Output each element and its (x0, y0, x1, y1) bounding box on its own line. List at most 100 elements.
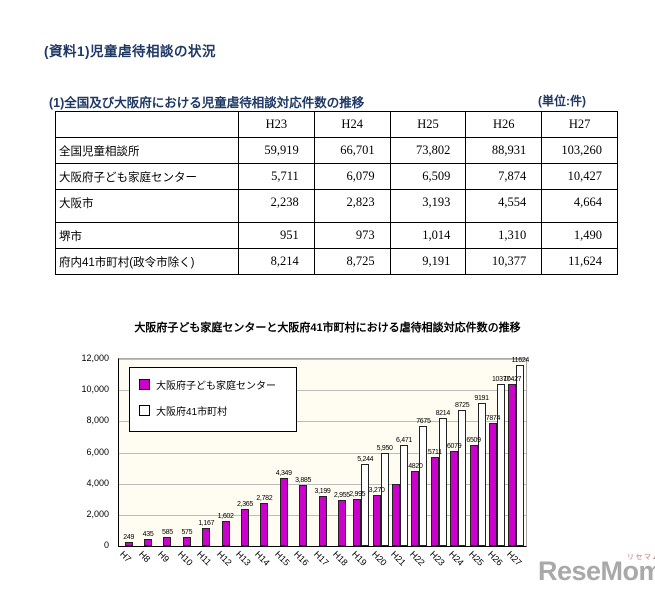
bar-center (353, 499, 362, 546)
bar-center (469, 444, 478, 546)
bar-center (163, 536, 172, 546)
bar-label: 5711 (427, 449, 442, 457)
bar-municipalities (458, 410, 467, 546)
bar-center (124, 542, 133, 546)
bar-municipalities (419, 426, 428, 546)
table-header-row: H23 H24 H25 H26 H27 (55, 111, 618, 138)
bar-label: 10427 (503, 375, 522, 383)
bar-label: 3,885 (295, 477, 312, 485)
chart-title: 大阪府子ども家庭センターと大阪府41市町村における虐待相談対応件数の推移 (134, 322, 521, 334)
row-label: 堺市 (55, 222, 239, 249)
unit-note: (単位:件) (538, 94, 586, 108)
table-corner-cell (55, 111, 239, 138)
y-tick-label: 4,000 (86, 477, 109, 488)
cell-value: 951 (238, 222, 315, 249)
cell-value: 88,931 (465, 137, 543, 164)
bar-label: 8725 (454, 402, 470, 410)
column-header: H24 (313, 111, 391, 138)
x-tick-label: H7 (117, 549, 133, 565)
x-tick-label: H12 (214, 549, 234, 568)
cell-value: 5,711 (238, 163, 315, 190)
legend-entry-center: 大阪府子ども家庭センター (139, 377, 287, 392)
bar-municipalities (438, 418, 447, 546)
bar-chart: 大阪府子ども家庭センターと大阪府41市町村における虐待相談対応件数の推移 0 2,… (0, 312, 655, 602)
page-title: (資料1)児童虐待相談の状況 (44, 44, 216, 59)
bar-label: 249 (123, 534, 135, 542)
bar-label: 435 (142, 531, 154, 539)
bar-center (411, 470, 420, 546)
bar-label: 4,349 (275, 470, 292, 478)
x-tick-label: H25 (466, 549, 486, 568)
bar-label: 585 (162, 528, 173, 536)
bar-label: 2,782 (256, 494, 273, 502)
cell-value: 1,310 (465, 222, 543, 249)
resemom-watermark: ReseMom リセマム (538, 554, 655, 587)
bar-label: 2,365 (236, 501, 253, 509)
chart-legend: 大阪府子ども家庭センター 大阪府41市町村 (129, 367, 297, 432)
column-header: H23 (238, 111, 315, 138)
row-label: 府内41市町村(政令市除く) (55, 248, 239, 275)
cell-value: 103,260 (541, 137, 618, 164)
bar-center (221, 521, 230, 546)
bar-label: 11624 (511, 356, 530, 364)
bar-municipalities (496, 384, 505, 546)
cell-value: 2,823 (313, 189, 391, 223)
x-tick-label: H16 (292, 549, 311, 568)
y-tick-label: 0 (103, 540, 109, 550)
bar-label: 10377 (491, 376, 510, 384)
bar-center (372, 495, 381, 546)
x-tick-label: H13 (233, 549, 253, 568)
bar-label: 9191 (474, 394, 489, 402)
y-tick-label: 6,000 (86, 446, 109, 457)
gridline (119, 359, 526, 360)
chart-x-axis: H7 H8 H9 H10 H11 H12 H13 H14 H15 H16 H17 H18 H19 H20 H… (118, 549, 525, 594)
bar-center (279, 478, 288, 546)
bar-center (392, 483, 401, 546)
bar-center (430, 457, 439, 546)
cell-value: 2,238 (238, 189, 315, 223)
chart-y-axis: 0 2,000 4,000 6,000 8,000 10,000 12,000 (55, 354, 113, 550)
table-body: 全国児童相談所 59,919 66,701 73,802 88,931 103,260 大阪… (55, 137, 618, 275)
table-row: 堺市 951 973 1,014 1,310 1,490 (55, 222, 618, 249)
chart-plot: 大阪府子ども家庭センター 大阪府41市町村 249 435 585 575 1,167 1… (118, 356, 530, 547)
x-tick-label: H27 (505, 549, 524, 568)
cell-value: 1,490 (541, 222, 618, 249)
cell-value: 3,193 (389, 189, 467, 223)
row-label: 大阪市 (55, 189, 239, 223)
bar-center (240, 509, 249, 546)
x-tick-label: H14 (253, 549, 273, 568)
x-tick-label: H15 (272, 549, 292, 568)
cell-value: 1,014 (389, 222, 467, 249)
cell-value: 6,079 (313, 163, 391, 190)
bar-label: 6509 (466, 436, 481, 444)
bar-municipalities (516, 364, 525, 546)
gridline (119, 390, 526, 392)
bar-label: 6,471 (396, 437, 413, 445)
bar-label: 2,995 (349, 491, 366, 499)
bar-label: 6079 (446, 443, 462, 451)
bar-label: 8214 (435, 410, 451, 417)
cell-value: 6,509 (389, 163, 467, 190)
x-tick-label: H23 (427, 549, 447, 568)
cell-value: 9,191 (389, 248, 467, 275)
resemom-brand-text: ReseMom (538, 556, 655, 586)
bar-center (508, 383, 517, 546)
bar-municipalities (400, 445, 409, 546)
row-label: 全国児童相談所 (55, 137, 239, 164)
bar-label: 3,270 (368, 487, 385, 495)
legend-swatch-center (139, 379, 150, 390)
x-tick-label: H19 (350, 549, 369, 568)
stats-table: H23 H24 H25 H26 H27 全国児童相談所 59,919 66,701 73,80… (55, 111, 618, 275)
bar-center (318, 496, 327, 546)
column-header: H25 (389, 111, 467, 138)
cell-value: 59,919 (238, 137, 315, 164)
bar-center (450, 451, 459, 546)
bar-center (488, 423, 497, 546)
bar-center (202, 527, 211, 546)
cell-value: 7,874 (465, 163, 543, 190)
bar-label: 1,167 (198, 519, 215, 527)
legend-entry-municipalities: 大阪府41市町村 (139, 403, 287, 418)
bar-label: 4820 (408, 462, 423, 470)
table-row: 府内41市町村(政令市除く) 8,214 8,725 9,191 10,377 11,62… (55, 248, 618, 275)
bar-label: 7675 (416, 418, 431, 426)
